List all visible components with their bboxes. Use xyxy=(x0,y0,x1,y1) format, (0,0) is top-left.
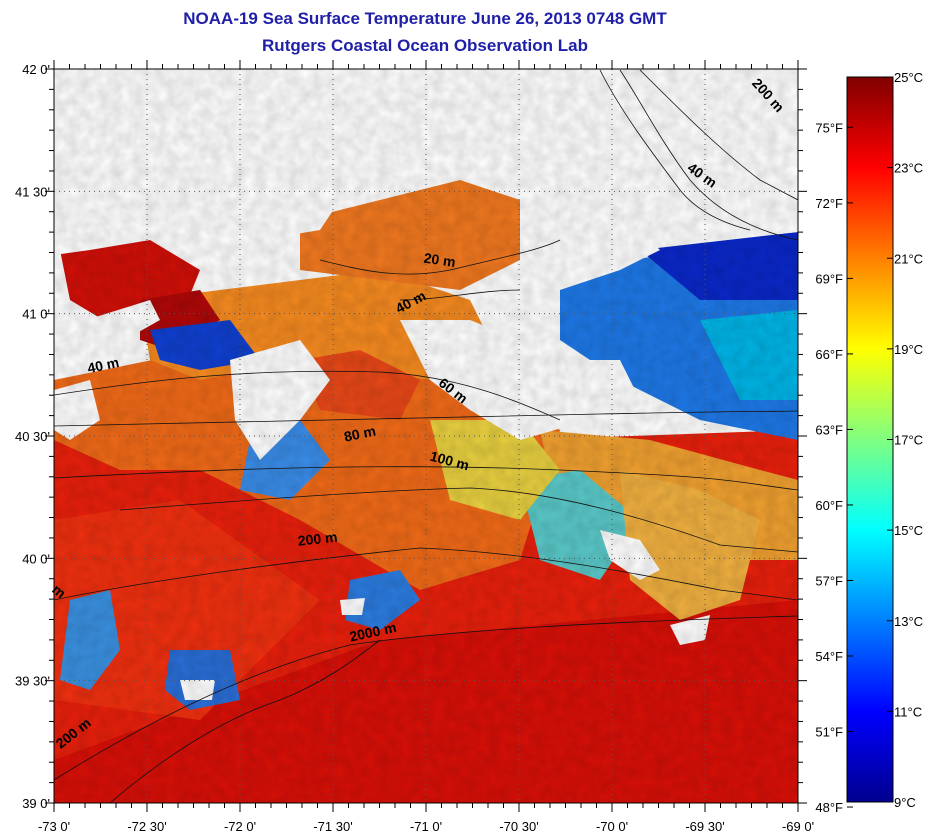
isobath-lines xyxy=(54,69,798,803)
colorbar-fahrenheit-label: 51°F xyxy=(815,725,843,740)
colorbar-fahrenheit-label: 66°F xyxy=(815,347,843,362)
latitude-label: 39 30' xyxy=(15,674,50,689)
colorbar-ticks xyxy=(847,76,893,808)
colorbar-celsius-label: 15°C xyxy=(894,523,923,538)
latitude-label: 41 30' xyxy=(15,184,50,199)
colorbar-celsius-label: 23°C xyxy=(894,161,923,176)
latitude-label: 40 30' xyxy=(15,429,50,444)
colorbar-fahrenheit-label: 48°F xyxy=(815,800,843,815)
colorbar-fahrenheit-label: 72°F xyxy=(815,196,843,211)
map-graticule xyxy=(54,69,798,803)
colorbar-fahrenheit-label: 63°F xyxy=(815,422,843,437)
latitude-label: 41 0' xyxy=(22,307,50,322)
colorbar-celsius-label: 21°C xyxy=(894,251,923,266)
latitude-label: 42 0' xyxy=(22,62,50,77)
longitude-label: -69 0' xyxy=(782,819,814,834)
colorbar-fahrenheit-labels: 75°F 72°F 69°F 66°F 63°F 60°F 57°F 54°F 51°F 48°F xyxy=(815,120,843,815)
colorbar-celsius-label: 13°C xyxy=(894,614,923,629)
isobath-label: 20 m xyxy=(423,250,457,270)
isobath-label: 40 m xyxy=(86,354,121,376)
isobath-label: 200 m xyxy=(297,529,338,549)
longitude-label: -69 30' xyxy=(685,819,724,834)
latitude-labels: 42 0' 41 30' 41 0' 40 30' 40 0' 39 30' 39 0' xyxy=(15,62,50,811)
colorbar-fahrenheit-label: 54°F xyxy=(815,649,843,664)
longitude-label: -70 0' xyxy=(596,819,628,834)
colorbar-celsius-label: 17°C xyxy=(894,433,923,448)
colorbar-fahrenheit-label: 57°F xyxy=(815,573,843,588)
longitude-label: -73 0' xyxy=(38,819,70,834)
longitude-label: -72 0' xyxy=(224,819,256,834)
colorbar-fahrenheit-label: 60°F xyxy=(815,498,843,513)
isobath-label: 80 m xyxy=(343,422,378,444)
colorbar-celsius-label: 11°C xyxy=(894,704,922,719)
latitude-label: 40 0' xyxy=(22,551,50,566)
longitude-label: -70 30' xyxy=(499,819,538,834)
colorbar xyxy=(846,76,894,803)
axis-ticks xyxy=(45,60,807,812)
map-subtitle: Rutgers Coastal Ocean Observation Lab xyxy=(262,36,588,55)
longitude-labels: -73 0' -72 30' -72 0' -71 30' -71 0' -70 30' -… xyxy=(38,819,814,834)
longitude-label: -71 30' xyxy=(313,819,352,834)
colorbar-celsius-label: 9°C xyxy=(894,795,916,810)
colorbar-fahrenheit-label: 69°F xyxy=(815,271,843,286)
latitude-label: 39 0' xyxy=(22,796,50,811)
map-title: NOAA-19 Sea Surface Temperature June 26,… xyxy=(183,9,667,28)
colorbar-celsius-labels: 25°C 23°C 21°C 19°C 17°C 15°C 13°C 11°C 9°C xyxy=(894,70,923,810)
colorbar-celsius-label: 25°C xyxy=(894,70,923,85)
longitude-label: -71 0' xyxy=(410,819,442,834)
colorbar-fahrenheit-label: 75°F xyxy=(815,120,843,135)
colorbar-celsius-label: 19°C xyxy=(894,342,923,357)
longitude-label: -72 30' xyxy=(127,819,166,834)
